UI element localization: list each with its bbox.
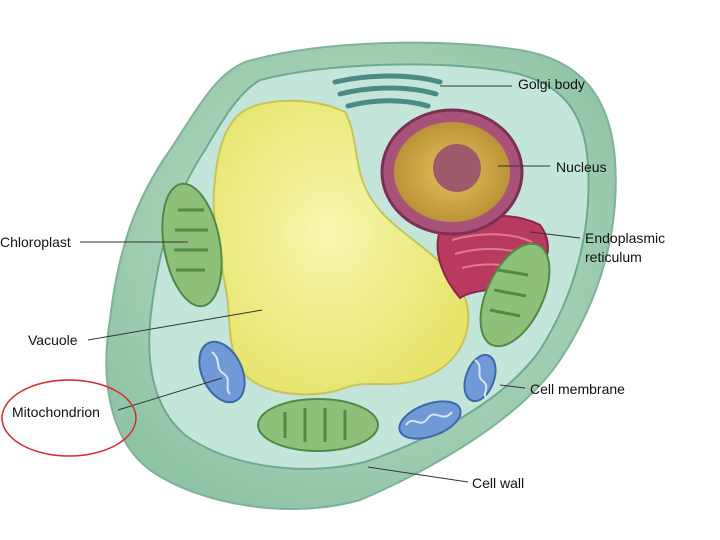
label-cell-membrane: Cell membrane bbox=[530, 381, 625, 397]
highlight-circle bbox=[1, 379, 137, 457]
label-er-line1: Endoplasmic bbox=[585, 230, 666, 246]
label-chloroplast: Chloroplast bbox=[0, 234, 71, 250]
nucleolus bbox=[433, 144, 481, 192]
cell-membrane-leader bbox=[499, 384, 526, 389]
mitochondrion-left bbox=[198, 340, 246, 404]
label-mitochondrion: Mitochondrion bbox=[12, 404, 100, 420]
chloroplast-left bbox=[161, 182, 223, 308]
chloroplast-bottom bbox=[257, 398, 379, 452]
label-nucleus: Nucleus bbox=[556, 159, 607, 175]
mitochondrion-leader bbox=[117, 377, 223, 411]
mitochondrion-right bbox=[463, 353, 497, 403]
vacuole-leader bbox=[87, 309, 263, 341]
chloroplast-right bbox=[479, 242, 551, 348]
label-golgi-body: Golgi body bbox=[518, 76, 585, 92]
label-vacuole: Vacuole bbox=[28, 332, 78, 348]
cell-wall-leader bbox=[367, 466, 469, 483]
mitochondrion-bottom bbox=[398, 400, 462, 440]
er-leader bbox=[529, 231, 581, 239]
golgi-body bbox=[332, 73, 443, 109]
leader-lines bbox=[80, 85, 581, 483]
label-cell-wall: Cell wall bbox=[472, 475, 525, 491]
label-er-line2: reticulum bbox=[585, 249, 642, 265]
